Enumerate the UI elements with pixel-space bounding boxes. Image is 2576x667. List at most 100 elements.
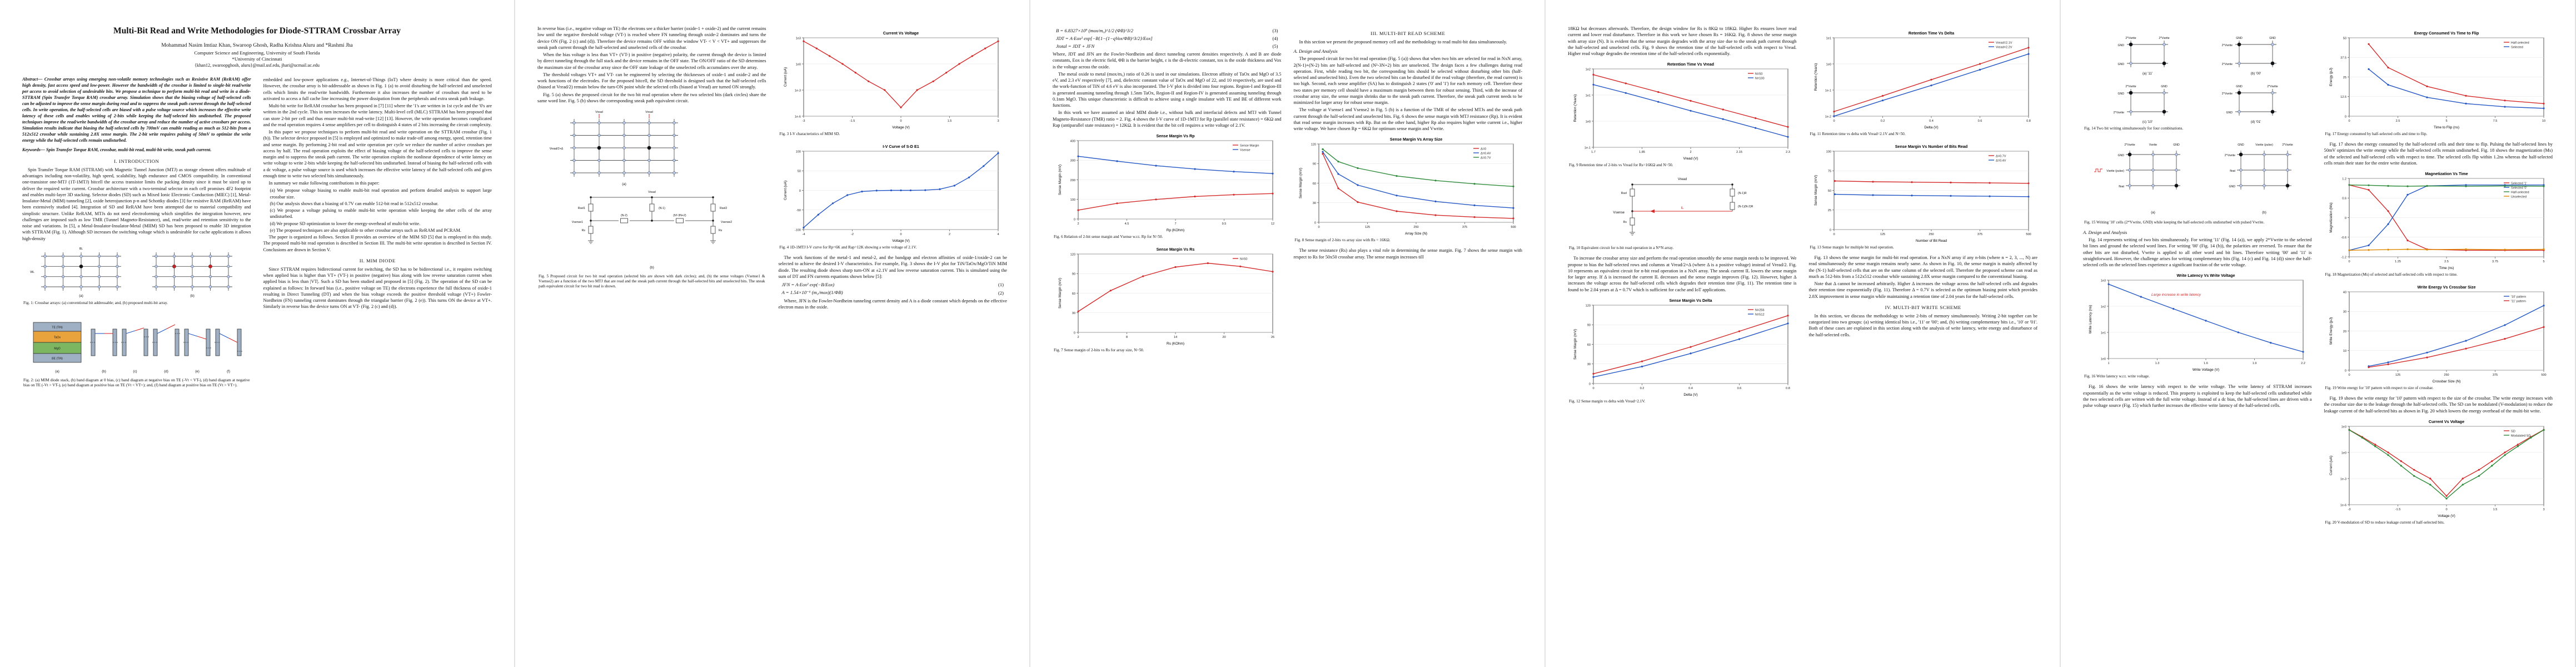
figure-graphic: 2*Vwrite 2*Vwrite GND GND (a) '11' GND GND 2*Vw…: [2086, 28, 2309, 125]
svg-text:Write Energy Vs Crossbar Size: Write Energy Vs Crossbar Size: [2418, 285, 2476, 290]
svg-text:GND: GND: [2269, 37, 2276, 40]
svg-text:375: 375: [1977, 233, 1982, 236]
contribution-item: (e) The proposed techniques are also app…: [270, 227, 462, 233]
svg-text:-3: -3: [2348, 508, 2351, 511]
abstract-text: Crossbar arrays using emerging non-volat…: [22, 77, 251, 143]
figure-graphic: Vread Vread Vread/2+Δ (a) Vread Rsel1 (N-1) Rse…: [540, 106, 763, 273]
svg-text:-4: -4: [803, 233, 805, 236]
svg-text:'10' pattern: '10' pattern: [2511, 295, 2526, 298]
chart-canvas-fig4: -4 -2 0 2 4 -100 -50 0 50 100 I-V Curve of S-D E1 V…: [781, 141, 1004, 244]
chart-canvas-fig16: 1 1.3 1.6 1.9 2.2 1e0 1e1 1e2 1e3 Large increase …: [2086, 270, 2309, 374]
svg-text:120: 120: [1070, 253, 1075, 256]
body-paragraph: The work functions of the metal-1 and me…: [778, 255, 1008, 279]
page-2: In reverse bias (i.e., negative voltage …: [515, 0, 1030, 667]
figure-caption: Fig. 4 1D-1MTJ I-V curve for Rp=6K and R…: [779, 245, 917, 250]
svg-text:250: 250: [2444, 374, 2449, 377]
svg-text:120: 120: [1311, 143, 1316, 147]
figure-diagram-fig2: TE (TiN) TaOx MgO BE (TiN) (a) (b) (c) (d) (e) (f…: [22, 310, 251, 377]
column: 2*Vwrite 2*Vwrite GND GND (a) '11' GND GND 2*Vw…: [2083, 26, 2312, 410]
svg-text:Crossbar Size (N): Crossbar Size (N): [2433, 380, 2461, 384]
svg-text:GND: GND: [2117, 154, 2124, 157]
svg-text:4: 4: [998, 233, 999, 236]
equation-body: JFN = A·Eox² exp(−B/Eox): [781, 282, 835, 287]
svg-text:GND: GND: [2117, 63, 2124, 66]
svg-text:2.15: 2.15: [1736, 151, 1742, 154]
svg-text:10: 10: [2542, 120, 2545, 123]
svg-text:37.5: 37.5: [2340, 57, 2346, 60]
svg-text:1e1: 1e1: [1826, 37, 1831, 40]
figure-caption: Fig. 18 Magnetization (Ms) of selected a…: [2325, 272, 2458, 277]
svg-text:N=50: N=50: [1755, 73, 1763, 76]
authors-line: Mohammad Nasim Imtiaz Khan, Swaroop Ghos…: [161, 42, 353, 49]
svg-text:TE (TiN): TE (TiN): [52, 326, 63, 329]
svg-text:2.5: 2.5: [2444, 260, 2449, 263]
equation-number: (2): [998, 290, 1004, 296]
subsection-heading: A. Design and Analysis: [1293, 48, 1338, 54]
svg-text:90: 90: [1587, 323, 1591, 327]
svg-text:Energy (pJ): Energy (pJ): [2329, 68, 2333, 86]
svg-text:125: 125: [2395, 374, 2400, 377]
figure-chart-fig18: 0 1.25 2.5 3.75 5 -1.2 -0.6 0 0.6 1.2 Selected '1'…: [2324, 168, 2553, 271]
body-paragraph: When the bias voltage is less than VT+ (…: [537, 52, 766, 70]
svg-text:1.3: 1.3: [2155, 362, 2159, 365]
svg-text:-100: -100: [795, 228, 801, 232]
svg-text:1e0: 1e0: [1826, 63, 1831, 66]
svg-text:0.8: 0.8: [2026, 120, 2031, 123]
page-1-columns: Abstract— Crossbar arrays using emerging…: [22, 77, 492, 392]
svg-text:1.85: 1.85: [1639, 151, 1645, 154]
svg-text:Sense Margin Vs Rs: Sense Margin Vs Rs: [1156, 247, 1194, 252]
svg-text:100: 100: [1070, 198, 1075, 202]
svg-text:Rsel1: Rsel1: [577, 207, 585, 210]
chart-canvas-fig11: 0 0.2 0.4 0.6 0.8 1e-2 1e-1 1e0 1e1 Vread=2.1V Vre…: [1812, 28, 2035, 131]
svg-text:26: 26: [1271, 336, 1274, 339]
svg-text:BE (TiN): BE (TiN): [52, 357, 63, 360]
contribution-item: (b) Our analysis shows that a biasing of…: [270, 201, 439, 206]
svg-text:(N-1): (N-1): [659, 207, 665, 210]
svg-text:(f): (f): [227, 370, 230, 374]
figure-caption: Fig. 8 Sense margin of 2-bits vs array s…: [1294, 238, 1391, 243]
svg-text:90: 90: [1313, 163, 1316, 166]
svg-text:2: 2: [949, 233, 950, 236]
svg-text:Vread: Vread: [645, 111, 653, 114]
page-5-columns: 2*Vwrite 2*Vwrite GND GND (a) '11' GND GND 2*Vw…: [2083, 26, 2553, 530]
body-paragraph: The proposed circuit for two bit read op…: [1293, 56, 1523, 105]
svg-text:GND: GND: [2117, 44, 2124, 47]
svg-text:-2: -2: [851, 233, 854, 236]
svg-text:2*Vwrite: 2*Vwrite: [2124, 143, 2135, 147]
svg-text:1e-6: 1e-6: [2340, 504, 2346, 507]
svg-text:Sense Margin (mV): Sense Margin (mV): [1573, 329, 1577, 360]
svg-text:Retention (Years): Retention (Years): [1573, 94, 1577, 122]
svg-text:Rsel2: Rsel2: [720, 207, 727, 210]
svg-text:60: 60: [1313, 182, 1316, 186]
svg-text:2*Vwrite: 2*Vwrite: [2221, 44, 2232, 47]
svg-text:2: 2: [1077, 222, 1079, 226]
chart-canvas-fig9: 1.7 1.85 2 2.15 2.3 1e-1 1e0 1e1 1e2 N=50N=100 Ret…: [1571, 59, 1793, 162]
svg-text:0: 0: [1074, 331, 1075, 335]
svg-text:Δ=0: Δ=0: [1481, 148, 1486, 151]
body-paragraph: To increase the crossbar array size and …: [1568, 256, 1797, 292]
svg-text:Selected: Selected: [2511, 46, 2523, 49]
body-paragraph: Fig. 19 shows the write energy for '10' …: [2324, 396, 2553, 414]
svg-text:Rsel: Rsel: [1621, 192, 1626, 195]
svg-text:Retention Time Vs Vread: Retention Time Vs Vread: [1667, 62, 1714, 67]
svg-text:2*Vwrite: 2*Vwrite: [2282, 143, 2293, 147]
svg-text:(N²-3N+2): (N²-3N+2): [673, 214, 686, 217]
svg-text:0: 0: [2349, 374, 2350, 377]
svg-text:0: 0: [1074, 218, 1075, 221]
svg-text:0: 0: [1314, 222, 1316, 225]
figure-chart-fig11: 0 0.2 0.4 0.6 0.8 1e-2 1e-1 1e0 1e1 Vread=2.1V Vre…: [1809, 28, 2038, 131]
svg-text:Vread (V): Vread (V): [1683, 157, 1698, 161]
svg-text:Vread: Vread: [595, 111, 603, 114]
svg-text:(d) '01': (d) '01': [2250, 120, 2261, 124]
svg-text:3.75: 3.75: [2492, 260, 2498, 263]
svg-text:(N-1)R: (N-1)R: [1738, 192, 1747, 195]
svg-text:0: 0: [2345, 217, 2346, 220]
svg-text:Vread=2.2V: Vread=2.2V: [1996, 46, 2012, 49]
page-3: B = 6.8327×10⁹ (mox/m₀)^1/2 (ΦB)^3/2 (3) J…: [1030, 0, 1546, 667]
keywords-text: Spin Transfer Torque RAM, crossbar, mult…: [46, 147, 212, 152]
svg-text:Sense Margin (mV): Sense Margin (mV): [1814, 175, 1818, 206]
svg-text:Rs: Rs: [581, 229, 585, 232]
svg-text:1.5: 1.5: [2493, 508, 2498, 511]
svg-text:1e3: 1e3: [2100, 280, 2105, 283]
svg-text:25: 25: [2343, 76, 2346, 79]
